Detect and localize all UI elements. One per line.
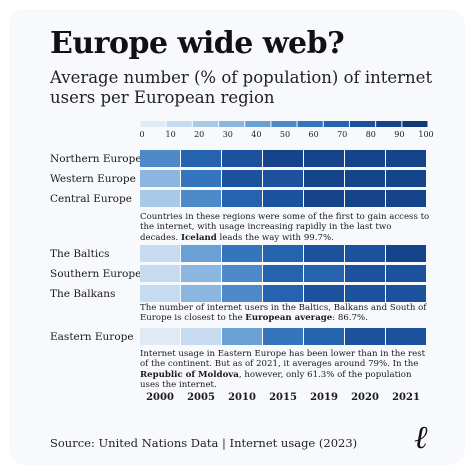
heatmap-cell: Central Europe 2020: 89%	[345, 190, 385, 207]
heatmap-cell: Northern Europe 2005: 65%	[181, 150, 221, 167]
legend-tick-label: 90	[394, 130, 404, 139]
legend-tick-label: 0	[139, 130, 144, 139]
heatmap-cell: The Baltics 2019: 80%	[304, 245, 344, 262]
legend-swatch	[271, 121, 296, 127]
legend-tick-label: 40	[251, 130, 261, 139]
year-label: 2005	[187, 392, 215, 403]
legend-swatch	[193, 121, 218, 127]
heatmap-cell: Southern Europe 2000: 12%	[140, 265, 180, 282]
heatmap-cell: Central Europe 2010: 74%	[222, 190, 262, 207]
legend-tick-label: 10	[166, 130, 176, 139]
year-label: 2010	[228, 392, 256, 403]
region-label: Western Europe	[50, 173, 136, 185]
heatmap-cell: The Balkans 2020: 80%	[345, 285, 385, 302]
heatmap-cell: The Balkans 2005: 28%	[181, 285, 221, 302]
legend-tick-label: 70	[337, 130, 347, 139]
heatmap-cell: Eastern Europe 2021: 79%	[386, 328, 426, 345]
legend-swatch	[298, 121, 323, 127]
heatmap-cell: Northern Europe 2021: 93%	[386, 150, 426, 167]
year-label: 2019	[310, 392, 338, 403]
heatmap-cell: The Balkans 2021: 82%	[386, 285, 426, 302]
heatmap-cell: Northern Europe 2015: 87%	[263, 150, 303, 167]
heatmap-cell: Eastern Europe 2005: 12%	[181, 328, 221, 345]
color-scale-legend: 0 10 20 30 40 50 60 70 80 90 100	[139, 121, 433, 139]
region-labels: Northern Europe Western Europe Central Eur…	[50, 153, 142, 343]
region-label: Eastern Europe	[50, 331, 134, 343]
legend-tick-label: 20	[194, 130, 204, 139]
heatmap-cell: The Balkans 2010: 52%	[222, 285, 262, 302]
legend-swatch	[141, 121, 166, 127]
heatmap-cell: Central Europe 2019: 87%	[304, 190, 344, 207]
note-text: leads the way with 99.7%.	[217, 233, 334, 243]
heatmap-cell: Western Europe 2020: 90%	[345, 170, 385, 187]
annotation-northern-western-central: Countries in these regions were some of …	[140, 212, 430, 243]
year-labels: 2000 2005 2010 2015 2019 2020 2021	[146, 392, 420, 403]
heatmap-cell: Southern Europe 2019: 74%	[304, 265, 344, 282]
legend-swatch	[324, 121, 349, 127]
note-highlight: Iceland	[181, 233, 217, 243]
heatmap-cell: Southern Europe 2015: 66%	[263, 265, 303, 282]
note-text: Internet usage in Eastern Europe has bee…	[140, 349, 425, 369]
heatmap-cell: Eastern Europe 2020: 76%	[345, 328, 385, 345]
legend-swatch	[219, 121, 244, 127]
note-highlight: Republic of Moldova	[140, 370, 239, 380]
heatmap-cell: Eastern Europe 2000: 2%	[140, 328, 180, 345]
year-label: 2020	[351, 392, 379, 403]
legend-swatch	[402, 121, 427, 127]
legend-tick-label: 60	[309, 130, 319, 139]
publisher-logo: ℓ	[414, 421, 427, 453]
heatmap-cell: Southern Europe 2020: 78%	[345, 265, 385, 282]
legend-swatch	[376, 121, 401, 127]
legend-tick-label: 30	[223, 130, 233, 139]
legend-tick-label: 100	[418, 130, 433, 139]
year-label: 2021	[392, 392, 420, 403]
year-label: 2000	[146, 392, 174, 403]
heatmap-cell: Southern Europe 2010: 50%	[222, 265, 262, 282]
region-label: The Balkans	[50, 288, 115, 300]
heatmap-cell: Eastern Europe 2010: 38%	[222, 328, 262, 345]
heatmap-cell: Eastern Europe 2015: 62%	[263, 328, 303, 345]
region-label: The Baltics	[50, 248, 110, 260]
heatmap-cell: Northern Europe 2019: 91%	[304, 150, 344, 167]
heatmap-cell: Central Europe 2005: 52%	[181, 190, 221, 207]
note-text: : 86.7%.	[332, 313, 368, 323]
region-label: Southern Europe	[50, 268, 141, 280]
heatmap-cell: The Balkans 2019: 76%	[304, 285, 344, 302]
heatmap-cell: Central Europe 2021: 90%	[386, 190, 426, 207]
heatmap-cell: Western Europe 2010: 77%	[222, 170, 262, 187]
region-label: Northern Europe	[50, 153, 142, 165]
annotation-eastern-europe: Internet usage in Eastern Europe has bee…	[140, 349, 430, 391]
heatmap-cell: Western Europe 2021: 91%	[386, 170, 426, 187]
heatmap-cell: The Baltics 2015: 72%	[263, 245, 303, 262]
heatmap-cell: Western Europe 2005: 55%	[181, 170, 221, 187]
heatmap-cell: Northern Europe 2010: 80%	[222, 150, 262, 167]
heatmap-cell: The Balkans 2000: 5%	[140, 285, 180, 302]
heatmap-cell: Western Europe 2015: 84%	[263, 170, 303, 187]
legend-swatch	[245, 121, 270, 127]
heatmap-cell: Western Europe 2019: 88%	[304, 170, 344, 187]
legend-tick-label: 50	[280, 130, 290, 139]
year-label: 2015	[269, 392, 297, 403]
heatmap-cell: Southern Europe 2005: 30%	[181, 265, 221, 282]
heatmap-cell: The Baltics 2010: 60%	[222, 245, 262, 262]
heatmap-cell: The Baltics 2000: 8%	[140, 245, 180, 262]
heatmap-cell: Western Europe 2000: 25%	[140, 170, 180, 187]
heatmap-cell: Southern Europe 2021: 82%	[386, 265, 426, 282]
note-highlight: European average	[245, 313, 332, 323]
legend-swatch	[167, 121, 192, 127]
source-note: Source: United Nations Data | Internet u…	[50, 436, 357, 450]
heatmap-cell: Central Europe 2000: 24%	[140, 190, 180, 207]
heatmap-cell: Central Europe 2015: 82%	[263, 190, 303, 207]
legend-swatch	[350, 121, 375, 127]
heatmap-cell: The Baltics 2005: 35%	[181, 245, 221, 262]
heatmap-cell: Northern Europe 2000: 48%	[140, 150, 180, 167]
heatmap-cell: Eastern Europe 2019: 72%	[304, 328, 344, 345]
heatmap-cell: Northern Europe 2020: 92%	[345, 150, 385, 167]
region-label: Central Europe	[50, 193, 132, 205]
heatmap-cell: The Baltics 2020: 83%	[345, 245, 385, 262]
heatmap-cell: The Balkans 2015: 68%	[263, 285, 303, 302]
legend-tick-label: 80	[366, 130, 376, 139]
heatmap-cell: The Baltics 2021: 85%	[386, 245, 426, 262]
annotation-baltics-south-balkans: The number of internet users in the Balt…	[140, 303, 430, 324]
